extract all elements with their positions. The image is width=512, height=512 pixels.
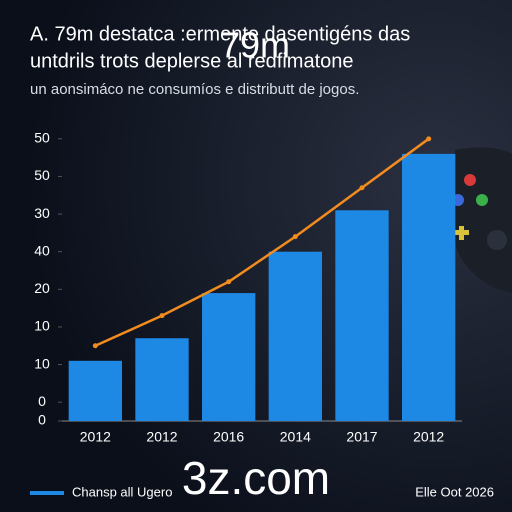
chart-subtitle: un aonsimáco ne consumíos e distributt d…: [30, 81, 359, 98]
x-tick-label: 2016: [213, 429, 244, 445]
x-tick-label: 2012: [80, 429, 111, 445]
watermark: 3z.com: [182, 452, 330, 504]
y-tick-label: 10: [34, 355, 50, 371]
bar: [202, 293, 256, 421]
line-point: [159, 313, 165, 319]
bar: [335, 210, 389, 421]
line-point: [426, 136, 432, 142]
line-point: [359, 185, 365, 191]
line: [94, 137, 430, 347]
x-tick-label: 2017: [346, 429, 377, 445]
y-tick-label: 30: [34, 205, 50, 221]
bar: [68, 360, 122, 421]
line-point: [92, 343, 98, 349]
overlay-text: 79m: [220, 25, 290, 66]
legend-label: Chansp all Ugero: [72, 484, 172, 499]
footer-text: Elle Oot 2026: [415, 484, 494, 499]
chart-title: A. 79m destatca :ermente dasentigéns das: [30, 23, 410, 45]
y-tick-label: 50: [34, 167, 50, 183]
controller-decoration: [450, 147, 512, 293]
y-tick-label: 50: [34, 130, 50, 146]
y-tick-label: 0: [38, 412, 46, 428]
chart-title-line2: untdrils trots deplerse al redfimatone: [30, 50, 354, 72]
x-tick-label: 2012: [146, 429, 177, 445]
line-point: [292, 234, 298, 240]
y-tick-label: 40: [34, 242, 50, 258]
x-tick-label: 2014: [280, 429, 311, 445]
x-tick-label: 2012: [413, 429, 444, 445]
bar: [135, 338, 189, 421]
y-tick-label: 20: [34, 280, 50, 296]
y-tick-label: 10: [34, 318, 50, 334]
bar: [268, 251, 322, 421]
y-tick-label: 0: [38, 393, 46, 409]
bar: [402, 153, 456, 422]
line-point: [226, 279, 232, 285]
